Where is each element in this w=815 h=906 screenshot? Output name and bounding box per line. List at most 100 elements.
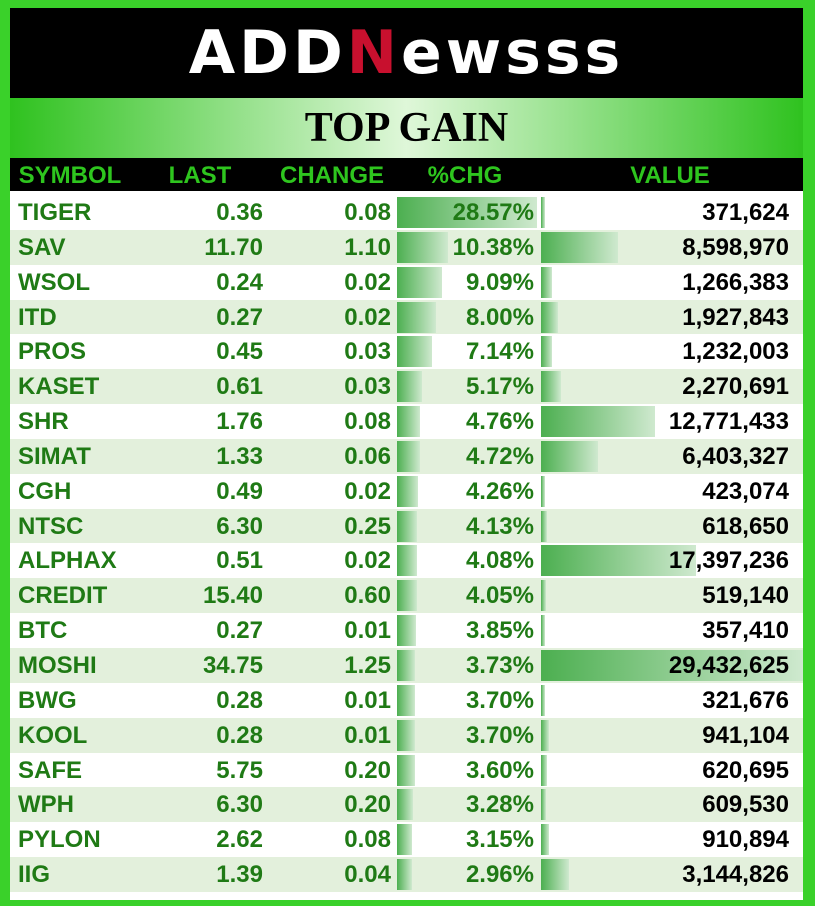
- page-title: TOP GAIN: [304, 105, 509, 151]
- change-cell: 0.03: [344, 338, 391, 366]
- table-row: IIG 1.39 0.04 2.96% 3,144,826: [10, 857, 803, 892]
- symbol-cell: TIGER: [18, 199, 92, 226]
- symbol-cell: KOOL: [18, 721, 88, 749]
- change-cell: 0.01: [344, 721, 391, 749]
- symbol-cell: SAFE: [18, 756, 83, 784]
- value-bar: [541, 649, 803, 681]
- change-cell: 0.20: [344, 756, 391, 784]
- table-row: WSOL 0.24 0.02 9.09% 1,266,383: [10, 265, 803, 300]
- pct-change-bar: [397, 719, 416, 751]
- symbol-cell: SHR: [18, 408, 69, 436]
- last-cell: 15.40: [202, 582, 263, 610]
- value-cell: 910,894: [702, 826, 789, 854]
- table-row: PROS 0.45 0.03 7.14% 1,232,003: [10, 334, 803, 369]
- last-cell: 0.36: [216, 199, 263, 226]
- symbol-cell: SIMAT: [18, 442, 91, 470]
- last-cell: 1.33: [216, 442, 263, 470]
- change-cell: 1.10: [344, 233, 391, 261]
- table-row: CREDIT 15.40 0.60 4.05% 519,140: [10, 578, 803, 614]
- pct-change-cell: 3.70%: [465, 686, 534, 714]
- value-bar: [541, 615, 545, 647]
- value-cell: 29,432,625: [668, 651, 789, 679]
- pct-change-cell: 3.15%: [465, 826, 534, 854]
- last-cell: 34.75: [202, 651, 263, 679]
- symbol-cell: PROS: [18, 338, 87, 366]
- pct-change-cell: 9.09%: [465, 268, 534, 296]
- header-change: CHANGE: [279, 162, 384, 189]
- pct-change-bar: [397, 440, 421, 472]
- pct-change-bar: [397, 371, 423, 403]
- table-row: SHR 1.76 0.08 4.76% 12,771,433: [10, 404, 803, 439]
- pct-change-cell: 4.05%: [465, 582, 534, 610]
- symbol-cell: NTSC: [18, 512, 84, 540]
- symbol-cell: KASET: [18, 373, 100, 401]
- pct-change-cell: 3.70%: [465, 721, 534, 749]
- pct-change-cell: 3.85%: [465, 617, 534, 645]
- top-gain-board: ADDNewsss TOP GAIN SYMBOL LAST CHANGE %C…: [10, 8, 803, 900]
- symbol-cell: IIG: [18, 861, 51, 889]
- last-cell: 0.27: [216, 617, 263, 645]
- header-last: LAST: [168, 162, 232, 189]
- value-bar: [541, 231, 618, 263]
- value-cell: 1,232,003: [682, 338, 789, 366]
- table-row: ITD 0.27 0.02 8.00% 1,927,843: [10, 299, 803, 335]
- change-cell: 0.02: [344, 477, 391, 505]
- pct-change-cell: 4.26%: [465, 477, 534, 505]
- pct-change-cell: 2.96%: [465, 861, 534, 889]
- last-cell: 1.76: [216, 408, 263, 436]
- header-symbol: SYMBOL: [18, 162, 122, 189]
- table-row: TIGER 0.36 0.08 28.57% 371,624: [10, 195, 803, 230]
- pct-change-bar: [397, 510, 418, 542]
- value-cell: 371,624: [702, 199, 789, 226]
- pct-change-bar: [397, 580, 417, 612]
- table-row: PYLON 2.62 0.08 3.15% 910,894: [10, 822, 803, 857]
- pct-change-bar: [397, 789, 414, 821]
- pct-change-bar: [397, 684, 416, 716]
- pct-change-cell: 3.60%: [465, 756, 534, 784]
- table-row: KOOL 0.28 0.01 3.70% 941,104: [10, 717, 803, 753]
- table-row: MOSHI 34.75 1.25 3.73% 29,432,625: [10, 647, 803, 683]
- value-cell: 2,270,691: [682, 373, 789, 401]
- symbol-cell: WSOL: [18, 268, 90, 296]
- value-cell: 321,676: [702, 686, 789, 714]
- header-value: VALUE: [630, 162, 710, 189]
- value-bar: [541, 789, 547, 821]
- value-bar: [541, 719, 550, 751]
- brand-banner: ADDNewsss: [10, 8, 803, 98]
- change-cell: 0.02: [344, 547, 391, 575]
- pct-change-cell: 7.14%: [465, 338, 534, 366]
- symbol-cell: SAV: [18, 233, 66, 261]
- change-cell: 0.08: [344, 408, 391, 436]
- value-bar: [541, 406, 655, 438]
- pct-change-bar: [397, 301, 437, 333]
- title-band: TOP GAIN: [10, 98, 803, 158]
- value-cell: 620,695: [702, 756, 789, 784]
- value-bar: [541, 824, 550, 856]
- change-cell: 0.20: [344, 791, 391, 819]
- last-cell: 6.30: [216, 512, 263, 540]
- value-cell: 519,140: [702, 582, 789, 610]
- table-row: KASET 0.61 0.03 5.17% 2,270,691: [10, 369, 803, 405]
- symbol-cell: WPH: [18, 791, 74, 819]
- last-cell: 0.51: [216, 547, 263, 575]
- table-body: TIGER 0.36 0.08 28.57% 371,624 SAV 11.70 1.10 10…: [10, 195, 803, 892]
- value-cell: 423,074: [702, 477, 789, 505]
- change-cell: 0.02: [344, 303, 391, 331]
- value-bar: [541, 754, 547, 786]
- table-row: BTC 0.27 0.01 3.85% 357,410: [10, 613, 803, 648]
- symbol-cell: ALPHAX: [18, 547, 117, 575]
- value-cell: 8,598,970: [682, 233, 789, 261]
- value-bar: [541, 440, 598, 472]
- symbol-cell: BTC: [18, 617, 68, 645]
- table-row: ALPHAX 0.51 0.02 4.08% 17,397,236: [10, 543, 803, 578]
- symbol-cell: PYLON: [18, 826, 101, 854]
- value-bar: [541, 684, 545, 716]
- value-bar: [541, 197, 545, 228]
- pct-change-bar: [397, 406, 421, 438]
- pct-change-cell: 3.28%: [465, 791, 534, 819]
- last-cell: 1.39: [216, 861, 263, 889]
- value-cell: 357,410: [702, 617, 789, 645]
- change-cell: 0.06: [344, 442, 391, 470]
- last-cell: 0.28: [216, 686, 263, 714]
- pct-change-bar: [397, 754, 415, 786]
